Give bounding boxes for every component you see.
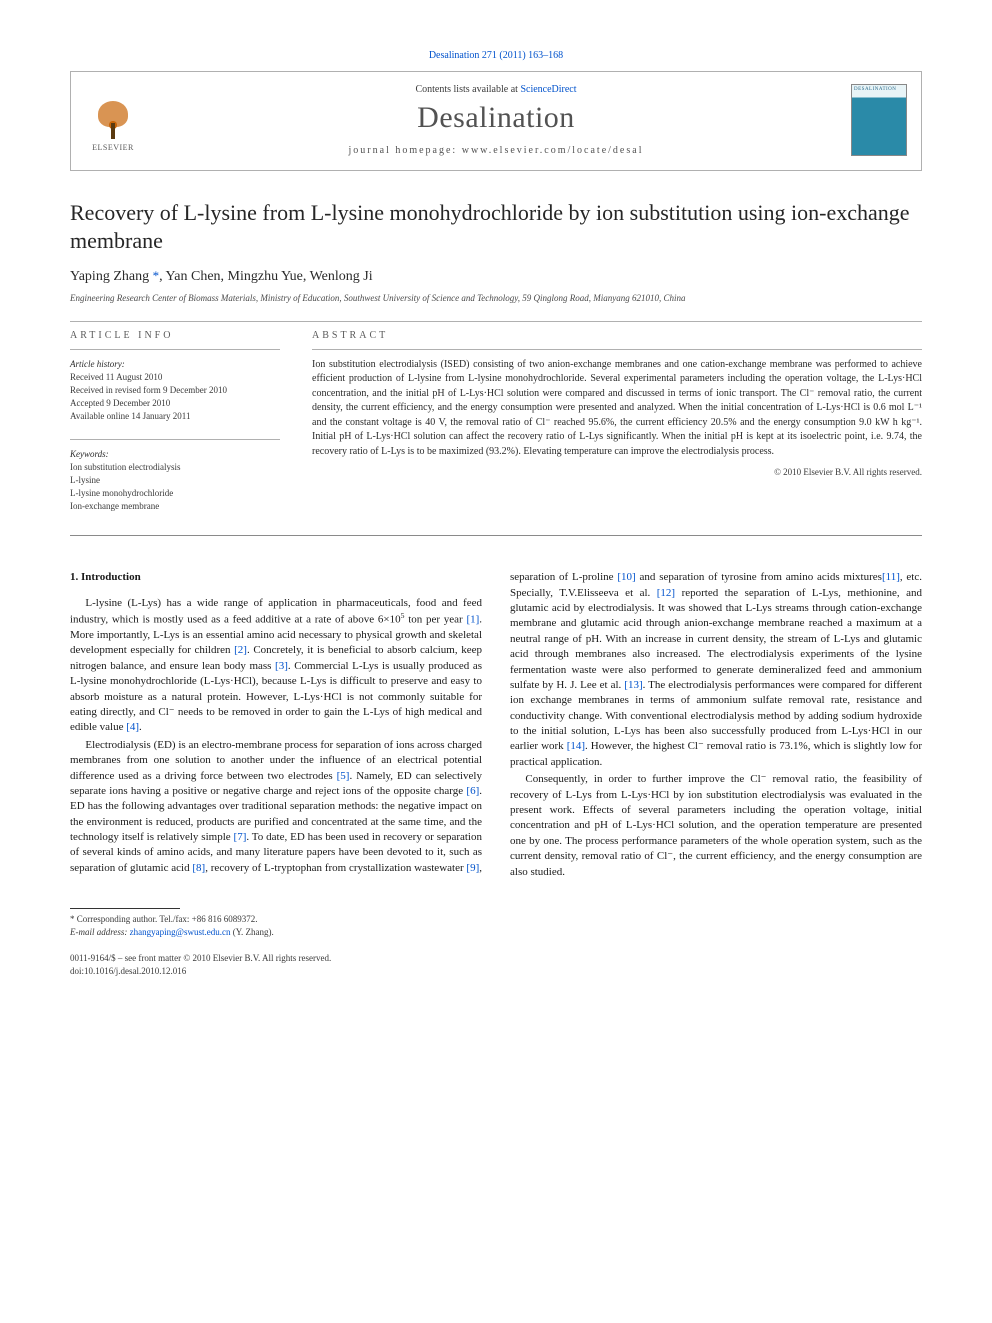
history-line: Available online 14 January 2011: [70, 410, 280, 423]
footnote-rule: [70, 908, 180, 909]
contents-line: Contents lists available at ScienceDirec…: [141, 84, 851, 95]
history-heading: Article history:: [70, 358, 280, 371]
article-info-column: article info Article history: Received 1…: [70, 330, 280, 529]
journal-title: Desalination: [141, 101, 851, 135]
doi-block: 0011-9164/$ – see front matter © 2010 El…: [70, 952, 922, 977]
history-line: Received in revised form 9 December 2010: [70, 384, 280, 397]
homepage-url: www.elsevier.com/locate/desal: [462, 145, 644, 156]
divider: [70, 349, 280, 350]
divider: [70, 321, 922, 322]
keyword: L-lysine monohydrochloride: [70, 487, 280, 500]
publisher-logo: ELSEVIER: [85, 88, 141, 152]
homepage-prefix: journal homepage:: [349, 145, 462, 156]
author-list: Yaping Zhang *, Yan Chen, Mingzhu Yue, W…: [70, 268, 922, 285]
abstract-column: abstract Ion substitution electrodialysi…: [312, 330, 922, 529]
keyword: Ion-exchange membrane: [70, 500, 280, 513]
abstract-copyright: © 2010 Elsevier B.V. All rights reserved…: [312, 467, 922, 477]
corresponding-author: * Corresponding author. Tel./fax: +86 81…: [70, 913, 922, 926]
header-center: Contents lists available at ScienceDirec…: [141, 84, 851, 156]
sciencedirect-link[interactable]: ScienceDirect: [520, 84, 576, 95]
article-body: 1. Introduction L-lysine (L-Lys) has a w…: [70, 570, 922, 880]
affiliation: Engineering Research Center of Biomass M…: [70, 293, 922, 305]
email-suffix: (Y. Zhang).: [230, 927, 273, 937]
journal-cover-thumbnail: DESALINATION: [851, 84, 907, 156]
running-head: Desalination 271 (2011) 163–168: [70, 50, 922, 61]
keywords-block: Keywords: Ion substitution electrodialys…: [70, 448, 280, 513]
page-footer: * Corresponding author. Tel./fax: +86 81…: [70, 908, 922, 977]
doi-line: doi:10.1016/j.desal.2010.12.016: [70, 965, 922, 978]
body-paragraph: L-lysine (L-Lys) has a wide range of app…: [70, 596, 482, 736]
article-title: Recovery of L-lysine from L-lysine monoh…: [70, 199, 922, 254]
corresponding-email-line: E-mail address: zhangyaping@swust.edu.cn…: [70, 926, 922, 939]
contents-prefix: Contents lists available at: [415, 84, 520, 95]
info-abstract-row: article info Article history: Received 1…: [70, 330, 922, 529]
section-heading: 1. Introduction: [70, 570, 482, 585]
keywords-heading: Keywords:: [70, 448, 280, 461]
body-paragraph: Consequently, in order to further improv…: [510, 772, 922, 880]
history-line: Received 11 August 2010: [70, 371, 280, 384]
article-info-label: article info: [70, 330, 280, 341]
keyword: L-lysine: [70, 474, 280, 487]
divider: [312, 349, 922, 350]
email-label: E-mail address:: [70, 927, 130, 937]
abstract-label: abstract: [312, 330, 922, 341]
history-line: Accepted 9 December 2010: [70, 397, 280, 410]
abstract-text: Ion substitution electrodialysis (ISED) …: [312, 358, 922, 460]
email-link[interactable]: zhangyaping@swust.edu.cn: [130, 927, 231, 937]
divider: [70, 535, 922, 536]
journal-header-box: ELSEVIER Contents lists available at Sci…: [70, 71, 922, 171]
article-history: Article history: Received 11 August 2010…: [70, 358, 280, 423]
issn-line: 0011-9164/$ – see front matter © 2010 El…: [70, 952, 922, 965]
cover-label: DESALINATION: [854, 87, 896, 92]
journal-homepage: journal homepage: www.elsevier.com/locat…: [141, 145, 851, 156]
divider: [70, 439, 280, 440]
keyword: Ion substitution electrodialysis: [70, 461, 280, 474]
elsevier-tree-icon: [93, 101, 133, 141]
publisher-name: ELSEVIER: [92, 143, 134, 152]
